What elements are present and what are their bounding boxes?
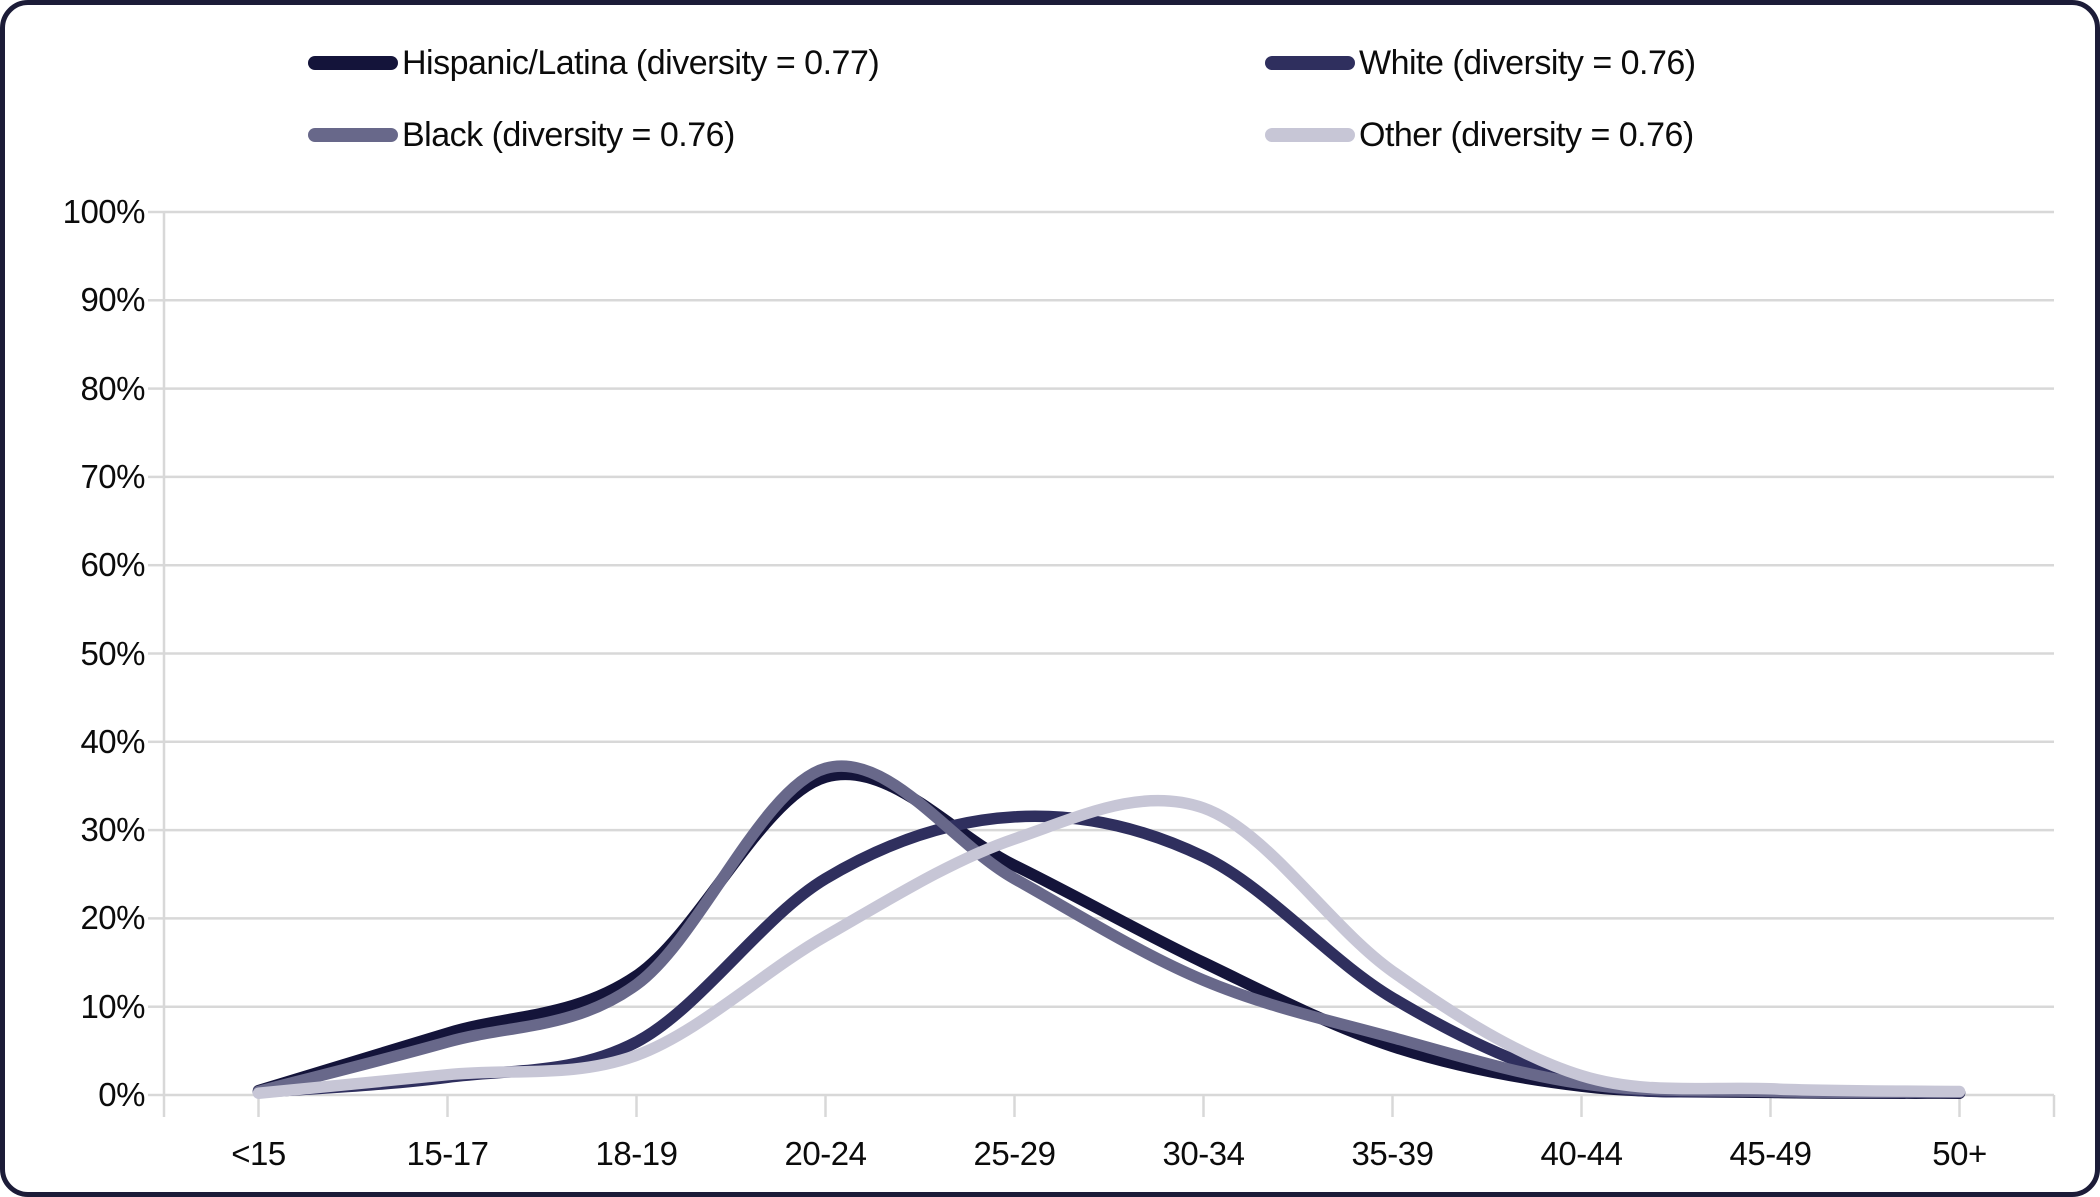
x-axis-label-1: 15-17 xyxy=(406,1135,489,1172)
y-axis-label-60: 60% xyxy=(80,546,145,584)
y-axis-label-80: 80% xyxy=(80,369,145,407)
x-axis-label-7: 40-44 xyxy=(1540,1135,1623,1172)
legend-item-other: Other (diversity = 0.76) xyxy=(1265,113,1694,157)
x-axis-label-4: 25-29 xyxy=(973,1135,1056,1172)
y-axis-label-40: 40% xyxy=(80,722,145,760)
x-axis-label-9: 50+ xyxy=(1932,1135,1987,1172)
y-axis-label-0: 0% xyxy=(98,1076,145,1113)
series-line-white xyxy=(252,810,1966,1099)
y-axis-label-100: 100% xyxy=(62,193,146,230)
legend-label-black: Black (diversity = 0.76) xyxy=(402,115,735,154)
x-axis-label-3: 20-24 xyxy=(784,1135,867,1172)
legend-line-swatch-black xyxy=(308,128,398,142)
chart-legend: Hispanic/Latina (diversity = 0.77) White… xyxy=(5,5,2095,175)
y-axis-label-90: 90% xyxy=(80,281,145,319)
y-axis-label-30: 30% xyxy=(80,811,145,849)
legend-item-hispanic-latina: Hispanic/Latina (diversity = 0.77) xyxy=(308,41,880,85)
legend-label-other: Other (diversity = 0.76) xyxy=(1359,115,1694,154)
x-axis-label-6: 35-39 xyxy=(1351,1135,1434,1172)
legend-item-white: White (diversity = 0.76) xyxy=(1265,41,1696,85)
x-axis-label-5: 30-34 xyxy=(1162,1135,1245,1172)
legend-label-white: White (diversity = 0.76) xyxy=(1359,43,1696,82)
series-line-other xyxy=(252,794,1966,1099)
y-axis-label-70: 70% xyxy=(80,457,145,495)
legend-label-hispanic-latina: Hispanic/Latina (diversity = 0.77) xyxy=(402,43,880,82)
legend-line-swatch-other xyxy=(1265,128,1355,142)
x-axis-label-8: 45-49 xyxy=(1729,1135,1812,1172)
x-axis-label-0: <15 xyxy=(231,1135,286,1172)
legend-item-black: Black (diversity = 0.76) xyxy=(308,113,735,157)
y-axis-label-10: 10% xyxy=(80,987,145,1025)
line-chart-plot xyxy=(148,210,2056,1117)
y-axis-label-20: 20% xyxy=(80,899,145,937)
x-axis-label-2: 18-19 xyxy=(595,1135,678,1172)
y-axis-label-50: 50% xyxy=(80,634,145,672)
series-line-black xyxy=(252,760,1966,1099)
legend-line-swatch-hispanic-latina xyxy=(308,56,398,70)
legend-line-swatch-white xyxy=(1265,56,1355,70)
